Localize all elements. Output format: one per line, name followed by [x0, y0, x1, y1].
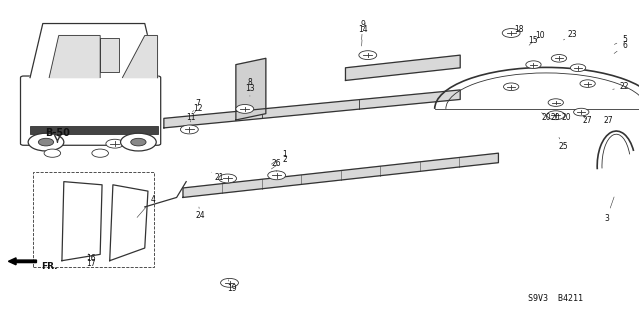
Text: 6: 6	[614, 41, 627, 54]
Text: 16: 16	[86, 254, 95, 263]
Circle shape	[570, 64, 586, 71]
Text: 7: 7	[193, 99, 200, 112]
Text: 15: 15	[529, 36, 538, 45]
Circle shape	[221, 278, 239, 287]
Circle shape	[131, 138, 146, 146]
Text: 20: 20	[541, 113, 551, 122]
Circle shape	[219, 174, 237, 183]
Circle shape	[92, 149, 108, 157]
Text: 17: 17	[86, 259, 95, 268]
Bar	[30, 126, 157, 134]
Polygon shape	[346, 55, 460, 80]
Circle shape	[236, 105, 253, 113]
Circle shape	[38, 138, 54, 146]
Bar	[33, 172, 154, 267]
Circle shape	[44, 149, 61, 157]
FancyBboxPatch shape	[20, 76, 161, 145]
Polygon shape	[49, 35, 100, 78]
Text: 1: 1	[271, 150, 287, 164]
Circle shape	[502, 29, 520, 37]
Text: 13: 13	[245, 84, 255, 96]
Circle shape	[547, 111, 564, 120]
Text: 14: 14	[358, 25, 367, 46]
Text: 21: 21	[212, 172, 224, 182]
Text: 24: 24	[195, 207, 205, 220]
Polygon shape	[236, 58, 266, 120]
Text: S9V3  B4211: S9V3 B4211	[528, 294, 583, 303]
Circle shape	[548, 99, 563, 106]
Text: 4: 4	[137, 195, 156, 218]
Text: 19: 19	[227, 280, 237, 293]
Circle shape	[28, 133, 64, 151]
Text: 20: 20	[551, 113, 561, 122]
Circle shape	[120, 133, 156, 151]
Circle shape	[180, 125, 198, 134]
Circle shape	[106, 139, 124, 148]
Text: FR.: FR.	[42, 262, 58, 271]
Text: 18: 18	[514, 25, 524, 34]
Circle shape	[573, 108, 589, 116]
Text: 23: 23	[563, 30, 577, 40]
Circle shape	[580, 80, 595, 87]
Circle shape	[551, 55, 566, 62]
Text: 22: 22	[612, 82, 629, 91]
Circle shape	[504, 83, 519, 91]
Polygon shape	[122, 35, 157, 78]
Circle shape	[268, 171, 285, 180]
Polygon shape	[164, 90, 460, 128]
Polygon shape	[62, 182, 102, 261]
Text: 11: 11	[186, 113, 196, 122]
Text: 3: 3	[604, 197, 614, 222]
Polygon shape	[183, 153, 499, 197]
Text: 20: 20	[562, 113, 572, 122]
Text: 10: 10	[535, 31, 545, 41]
Circle shape	[359, 51, 377, 60]
Text: 12: 12	[193, 104, 202, 113]
Polygon shape	[30, 24, 157, 78]
Bar	[100, 38, 119, 71]
Text: 27: 27	[604, 116, 613, 125]
Text: 27: 27	[583, 116, 593, 125]
Text: 5: 5	[614, 35, 627, 44]
Text: B-50: B-50	[45, 128, 70, 137]
Text: 25: 25	[559, 137, 568, 151]
Text: 26: 26	[272, 159, 282, 172]
Text: 9: 9	[360, 20, 365, 40]
Text: 8: 8	[248, 78, 252, 90]
Polygon shape	[109, 185, 148, 261]
Circle shape	[526, 61, 541, 69]
Text: 2: 2	[271, 155, 287, 169]
FancyArrow shape	[8, 258, 36, 265]
